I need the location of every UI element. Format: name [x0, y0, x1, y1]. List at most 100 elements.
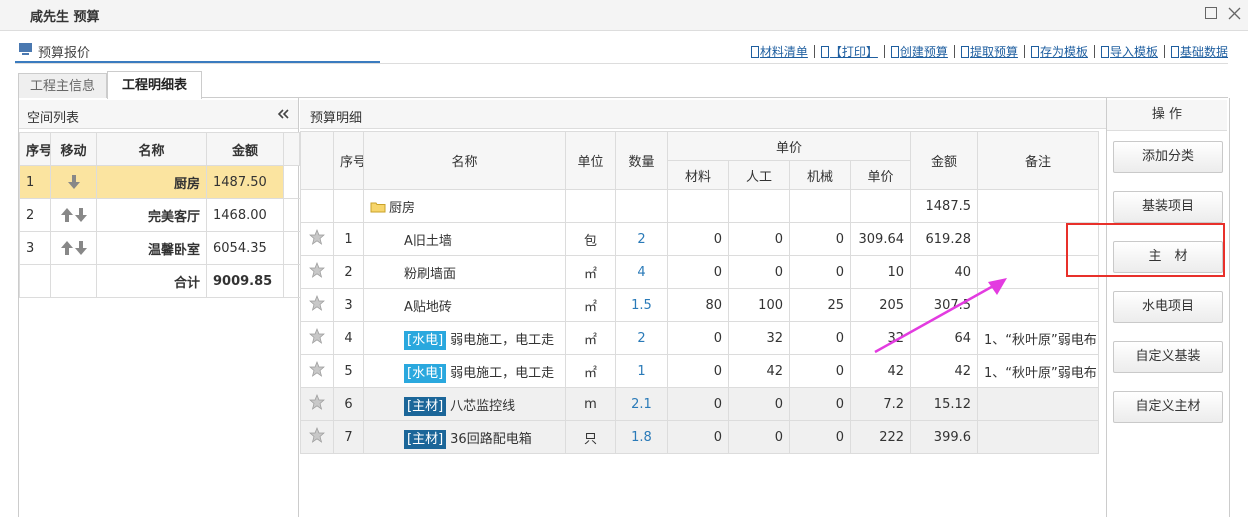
item-name: A贴地砖 — [404, 299, 452, 315]
item-tag: [水电] — [404, 330, 447, 350]
item-no: 4 — [333, 321, 364, 355]
column-header: 备注 — [977, 131, 1100, 190]
item-qty: 4 — [615, 255, 668, 289]
item-price: 222 — [849, 420, 912, 454]
action-button[interactable]: 水电项目 — [1113, 291, 1223, 323]
tab[interactable]: 工程主信息 — [18, 73, 107, 98]
action-button[interactable]: 主 材 — [1113, 241, 1223, 273]
link-icon — [1170, 45, 1179, 58]
toolbar-link[interactable]: 提取预算 — [960, 43, 1018, 60]
item-material: 0 — [667, 387, 729, 421]
item-name: A旧土墙 — [404, 233, 452, 249]
item-no: 2 — [333, 255, 364, 289]
cell — [300, 189, 334, 223]
link-text: 存为模板 — [1039, 45, 1088, 59]
toolbar-link[interactable]: 材料清单 — [750, 43, 808, 60]
column-header — [283, 132, 300, 166]
item-machine: 25 — [789, 288, 851, 322]
separator — [813, 45, 815, 58]
toolbar-link[interactable]: 创建预算 — [890, 43, 948, 60]
star-icon[interactable] — [309, 262, 325, 278]
star-icon[interactable] — [309, 394, 325, 410]
item-labor: 32 — [728, 321, 790, 355]
item-material: 0 — [667, 255, 729, 289]
column-header: 数量 — [615, 131, 668, 190]
category-name: 厨房 — [389, 200, 416, 216]
item-row[interactable]: 7 [主材] 36回路配电箱只 1.8 0 0 0 222 399.6 — [300, 420, 1100, 454]
move-down[interactable] — [74, 207, 88, 223]
action-button[interactable]: 基装项目 — [1113, 191, 1223, 223]
item-unit: 包 — [565, 222, 616, 256]
panel-header: 操 作 — [1107, 100, 1227, 131]
column-header: 序号 — [19, 132, 51, 166]
space-name: 厨房 — [96, 165, 207, 199]
space-row[interactable]: 1 厨房 1487.50 — [19, 165, 300, 199]
header-row: 序号 名称 单位 数量 单价 金额 备注 — [300, 131, 1100, 190]
move-up[interactable] — [60, 207, 74, 223]
move-down[interactable] — [74, 240, 88, 256]
item-material: 0 — [667, 222, 729, 256]
action-button[interactable]: 自定义基装 — [1113, 341, 1223, 373]
category-row[interactable]: 厨房 1487.5 — [300, 189, 1100, 223]
action-button[interactable]: 添加分类 — [1113, 141, 1223, 173]
item-name: 弱电施工，电工走 — [450, 365, 555, 381]
item-no: 7 — [333, 420, 364, 454]
toolbar-link[interactable]: 基础数据 — [1170, 43, 1228, 60]
collapse-icon[interactable] — [277, 108, 289, 120]
category-amount: 1487.5 — [910, 189, 979, 223]
column-header: 金额 — [206, 132, 284, 166]
item-labor: 42 — [728, 354, 790, 388]
item-unit: ㎡ — [565, 321, 616, 355]
item-unit: ㎡ — [565, 255, 616, 289]
item-qty: 1.5 — [615, 288, 668, 322]
move-down[interactable] — [67, 174, 81, 190]
item-machine: 0 — [789, 387, 851, 421]
separator — [1163, 45, 1165, 58]
panel-header: 预算明细 — [300, 100, 1106, 129]
star-icon[interactable] — [309, 229, 325, 245]
column-header: 单价 — [666, 131, 912, 161]
panel-title: 空间列表 — [27, 111, 80, 126]
column-header: 名称 — [363, 131, 566, 190]
toolbar-link[interactable]: 导入模板 — [1100, 43, 1158, 60]
item-row[interactable]: 6 [主材] 八芯监控线 m 2.1 0 0 0 7.2 15.12 — [300, 387, 1100, 421]
action-button[interactable]: 自定义主材 — [1113, 391, 1223, 423]
separator — [1023, 45, 1025, 58]
total-amount: 9009.85 — [206, 264, 284, 298]
space-row[interactable]: 3 温馨卧室 6054.35 — [19, 231, 300, 265]
star-cell — [300, 222, 334, 256]
main-frame — [18, 98, 1230, 517]
item-tag: [主材] — [404, 396, 447, 416]
item-material: 0 — [667, 354, 729, 388]
star-icon[interactable] — [309, 328, 325, 344]
toolbar-link[interactable]: 存为模板 — [1030, 43, 1088, 60]
star-icon[interactable] — [309, 295, 325, 311]
window-controls[interactable] — [1204, 6, 1244, 22]
move-up[interactable] — [60, 240, 74, 256]
item-name: 粉刷墙面 — [404, 266, 457, 282]
item-no: 1 — [333, 222, 364, 256]
item-name: 八芯监控线 — [450, 398, 516, 414]
star-cell — [300, 387, 334, 421]
star-cell — [300, 255, 334, 289]
cell — [667, 189, 729, 223]
column-header: 序号 — [333, 131, 364, 190]
item-no: 3 — [333, 288, 364, 322]
cell — [19, 264, 51, 298]
item-material: 0 — [667, 420, 729, 454]
space-row[interactable]: 2 完美客厅 1468.00 — [19, 198, 300, 232]
item-row[interactable]: 1 A旧土墙包 2 0 0 0 309.64 619.28 — [300, 222, 1100, 256]
cell — [977, 222, 1100, 256]
tab-active[interactable]: 工程明细表 — [107, 71, 202, 99]
space-amount: 6054.35 — [206, 231, 284, 265]
link-icon — [890, 45, 899, 58]
space-table: 序号 移动 名称 金额 1 厨房 1487.50 2 完美客厅 1468.00 3 温馨卧室 6054.… — [19, 132, 300, 298]
star-icon[interactable] — [309, 361, 325, 377]
star-icon[interactable] — [309, 427, 325, 443]
toolbar-link[interactable]: 【打印】 — [820, 43, 878, 60]
link-icon — [750, 45, 759, 58]
cell — [565, 189, 616, 223]
item-amount: 619.28 — [910, 222, 979, 256]
item-amount: 307.5 — [910, 288, 979, 322]
